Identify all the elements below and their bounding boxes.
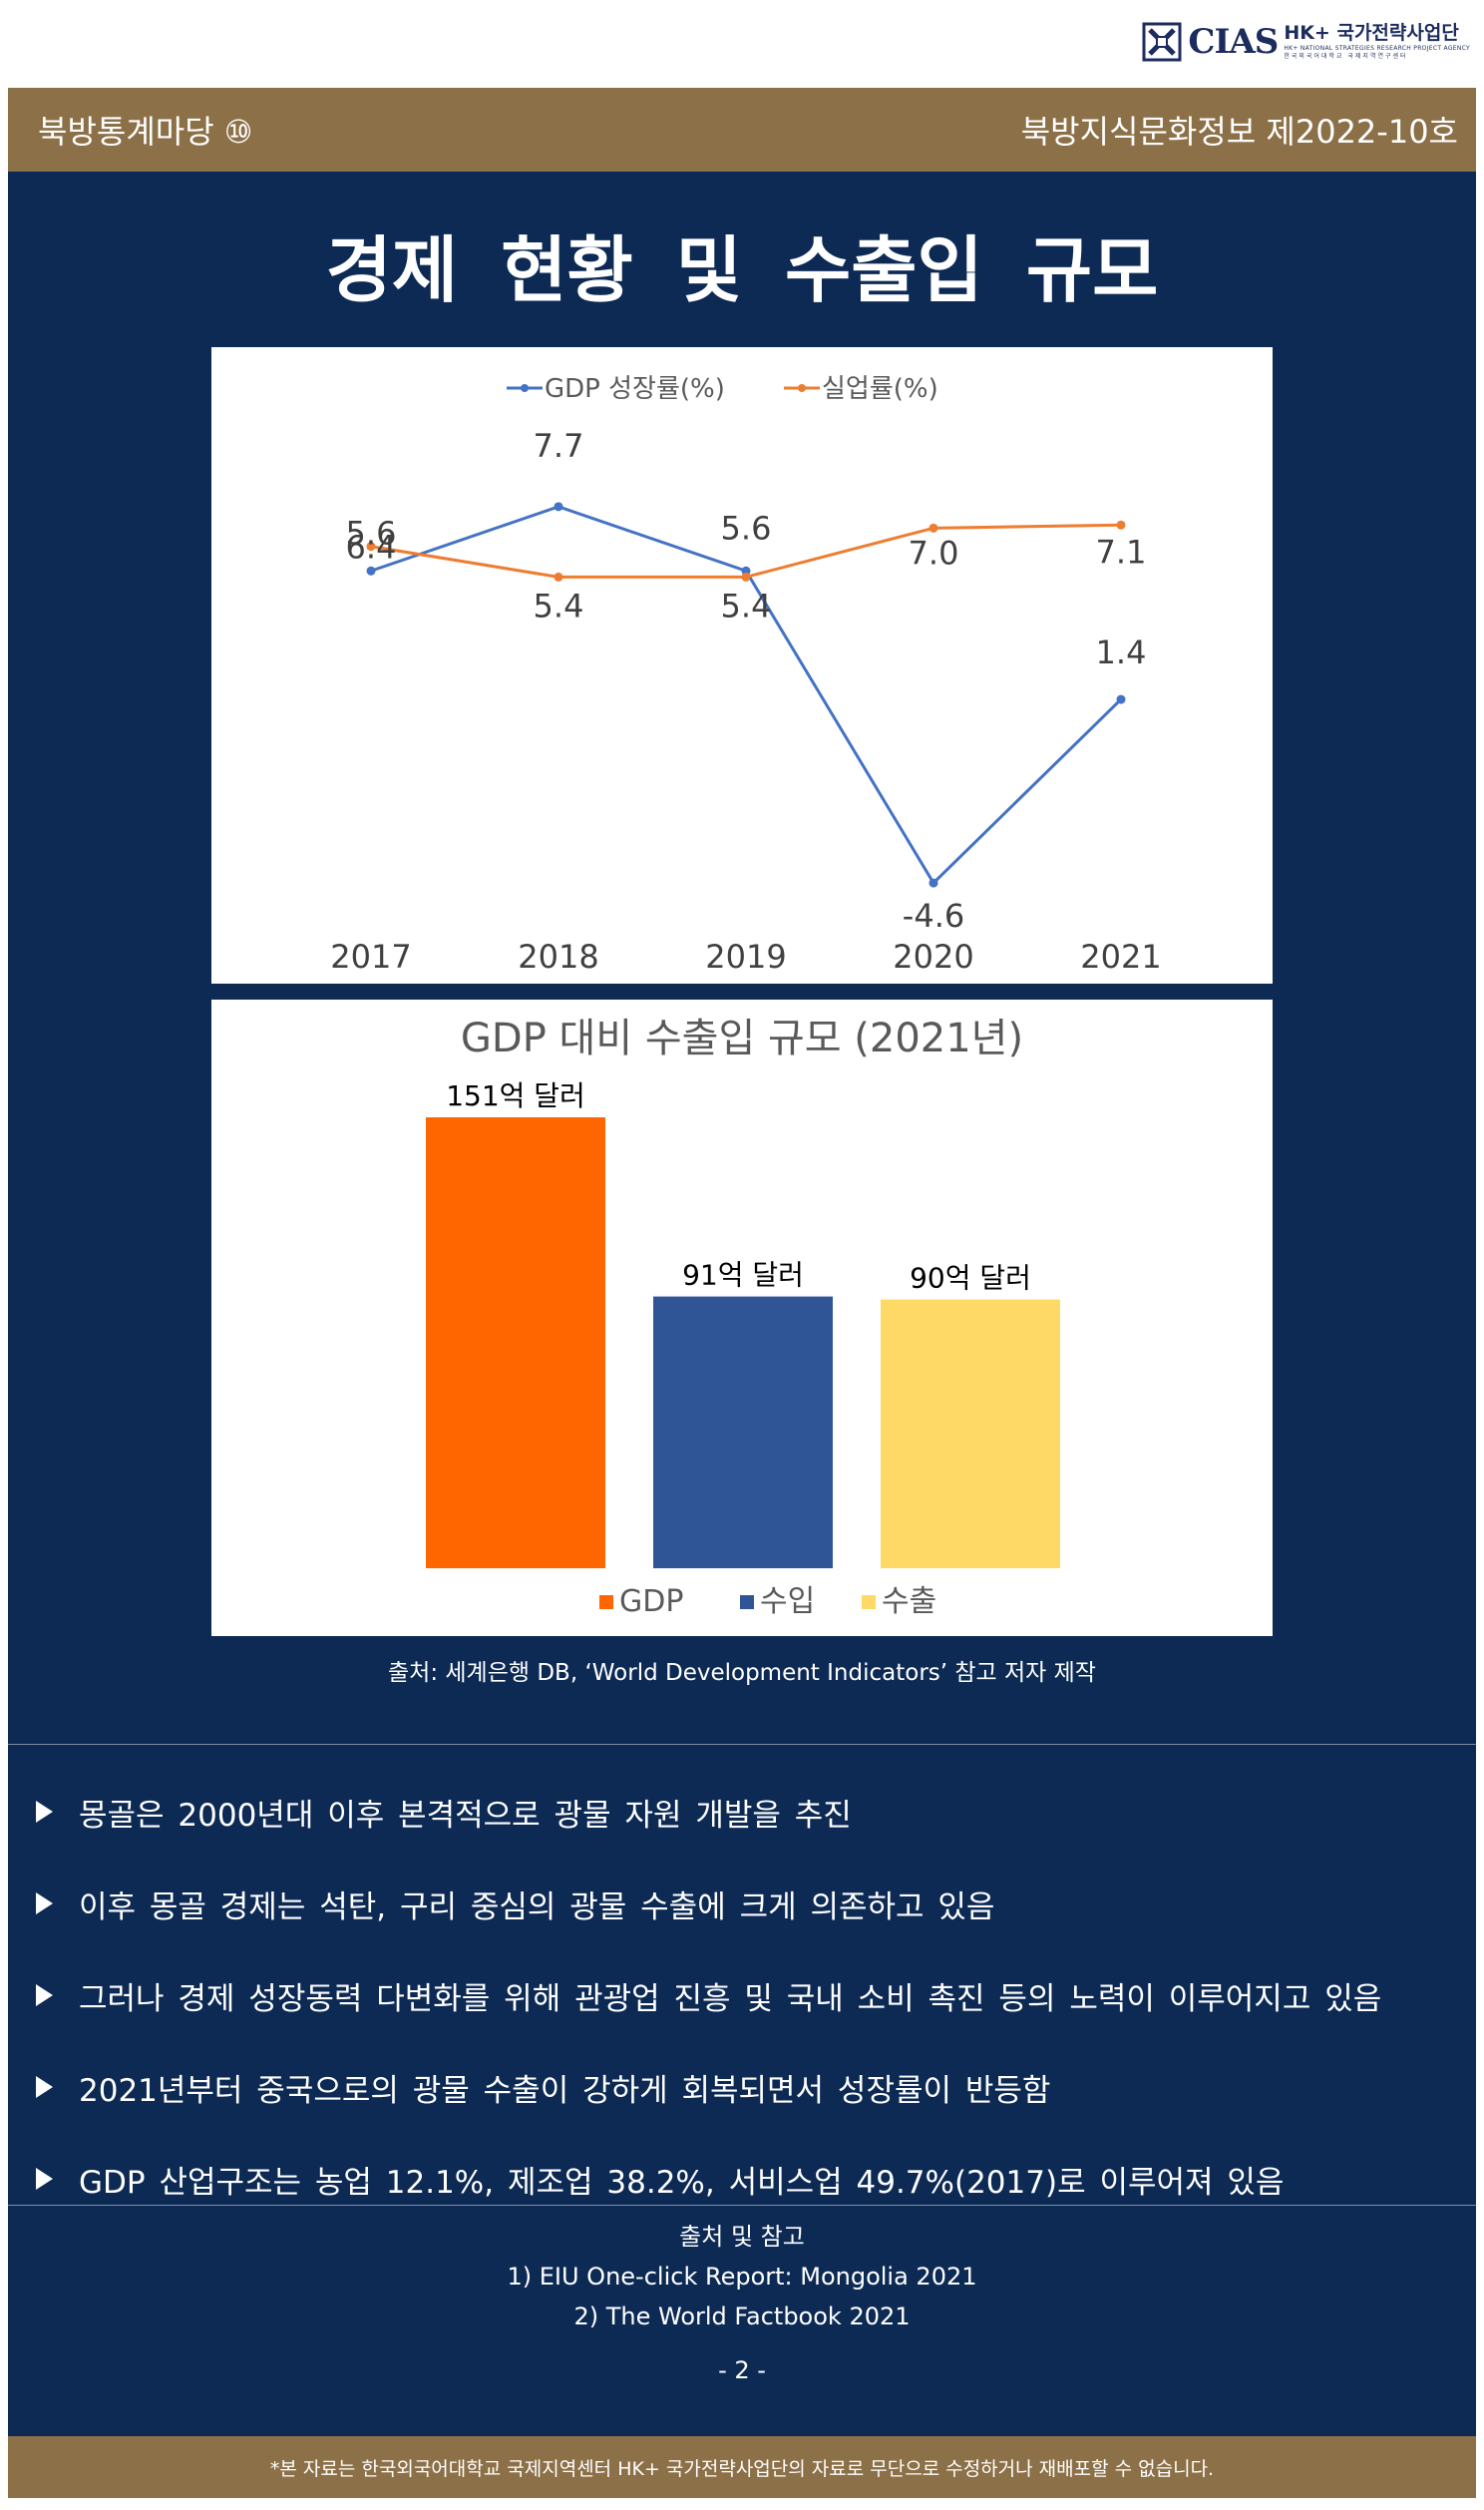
bullet-text: 몽골은 2000년대 이후 본격적으로 광물 자원 개발을 추진 — [79, 1797, 852, 1834]
legend-label-2: 수출 — [882, 1584, 936, 1619]
logo-name: CIAS — [1188, 22, 1279, 62]
bullet-text: 2021년부터 중국으로의 광물 수출이 강하게 회복되면서 성장률이 반등함 — [79, 2072, 1051, 2109]
series-line-0 — [370, 505, 1123, 886]
data-point-0 — [554, 502, 563, 512]
chart-title: GDP 대비 수출입 규모 (2021년) — [461, 1016, 1023, 1061]
bar-2 — [881, 1299, 1060, 1568]
bullet-text: 그러나 경제 성장동력 다변화를 위해 관광업 진흥 및 국내 소비 촉진 등의… — [79, 1980, 1382, 2017]
line-chart: GDP 성장률(%) 실업률(%) 2017 2018 2019 2020 2021 5.6 7… — [330, 374, 1161, 976]
x-tick-label: 2017 — [330, 938, 411, 976]
bar-0 — [426, 1117, 605, 1568]
data-label: 7.0 — [909, 534, 959, 572]
legend-marker-1 — [798, 384, 806, 392]
data-label: 5.6 — [721, 509, 772, 547]
cias-logo-icon — [1142, 22, 1182, 62]
legend-swatch-0 — [599, 1595, 613, 1609]
data-point-1 — [741, 572, 751, 582]
logo-hk-text: HK+ 국가전략사업단 — [1284, 22, 1459, 44]
bullet-item: 이후 몽골 경제는 석탄, 구리 중심의 광물 수출에 크게 의존하고 있음 — [36, 1858, 1466, 1949]
legend-marker-0 — [521, 384, 529, 392]
data-label: 1.4 — [1096, 633, 1147, 671]
legend-label-0: GDP — [619, 1584, 683, 1619]
bar-chart-panel: GDP 대비 수출입 규모 (2021년) 151억 달러 91억 달러 90억 달러… — [211, 1000, 1273, 1636]
bullet-item: 몽골은 2000년대 이후 본격적으로 광물 자원 개발을 추진 — [36, 1766, 1466, 1858]
legend-label-1: 실업률(%) — [822, 374, 938, 404]
data-label: 5.4 — [721, 587, 772, 625]
triangle-bullet-icon — [36, 1892, 53, 1914]
bullet-text: GDP 산업구조는 농업 12.1%, 제조업 38.2%, 서비스업 49.7… — [79, 2164, 1285, 2201]
triangle-bullet-icon — [36, 1984, 53, 2006]
references: 출처 및 참고 1) EIU One-click Report: Mongoli… — [8, 2217, 1476, 2336]
data-point-1 — [366, 542, 376, 552]
series-label: 북방통계마당 ⑩ — [38, 113, 253, 151]
logo-subtitle: HK+ NATIONAL STRATEGIES RESEARCH PROJECT… — [1284, 45, 1470, 52]
triangle-bullet-icon — [36, 2168, 53, 2190]
line-chart-panel: GDP 성장률(%) 실업률(%) 2017 2018 2019 2020 2021 5.6 7… — [211, 347, 1273, 984]
divider — [8, 2205, 1476, 2206]
bar-value-label: 151억 달러 — [446, 1079, 585, 1112]
data-label: -4.6 — [903, 897, 964, 935]
data-point-0 — [1116, 694, 1126, 704]
legend-swatch-1 — [740, 1595, 754, 1609]
data-point-0 — [366, 566, 376, 576]
cias-logo: CIAS HK+ 국가전략사업단 HK+ NATIONAL STRATEGIES… — [1142, 22, 1470, 62]
data-label: 5.4 — [534, 587, 584, 625]
top-banner: 북방통계마당 ⑩ 북방지식문화정보 제2022-10호 — [8, 88, 1476, 172]
x-tick-label: 2020 — [893, 938, 973, 976]
triangle-bullet-icon — [36, 2076, 53, 2098]
data-point-1 — [554, 572, 563, 582]
bar-chart: GDP 대비 수출입 규모 (2021년) 151억 달러 91억 달러 90억 달러… — [426, 1016, 1060, 1619]
data-label: 5.6 — [346, 514, 397, 552]
bullet-item: GDP 산업구조는 농업 12.1%, 제조업 38.2%, 서비스업 49.7… — [36, 2133, 1466, 2225]
logo-subtitle-korean: 한국외국어대학교 국제지역연구센터 — [1284, 53, 1408, 60]
issue-label: 북방지식문화정보 제2022-10호 — [1020, 113, 1458, 151]
data-point-1 — [928, 523, 938, 533]
data-label: 6.4 — [346, 529, 397, 567]
page-title: 경제 현황 및 수출입 규모 — [325, 228, 1159, 312]
reference-item: 1) EIU One-click Report: Mongolia 2021 — [507, 2263, 977, 2291]
references-heading: 출처 및 참고 — [679, 2223, 805, 2251]
footer-banner: *본 자료는 한국외국어대학교 국제지역센터 HK+ 국가전략사업단의 자료로 … — [8, 2436, 1476, 2498]
bar-value-label: 90억 달러 — [910, 1262, 1031, 1295]
x-tick-label: 2021 — [1080, 938, 1161, 976]
bullet-list: 몽골은 2000년대 이후 본격적으로 광물 자원 개발을 추진 이후 몽골 경… — [36, 1766, 1466, 2225]
legend-label-1: 수입 — [760, 1584, 815, 1619]
legend-label-0: GDP 성장률(%) — [545, 374, 725, 404]
page-number: - 2 - — [718, 2356, 766, 2384]
data-label: 7.7 — [534, 427, 584, 465]
bar-value-label: 91억 달러 — [682, 1259, 804, 1292]
triangle-bullet-icon — [36, 1801, 53, 1823]
data-label: 7.1 — [1096, 533, 1147, 571]
bullet-item: 2021년부터 중국으로의 광물 수출이 강하게 회복되면서 성장률이 반등함 — [36, 2041, 1466, 2133]
reference-item: 2) The World Factbook 2021 — [573, 2302, 911, 2330]
data-point-0 — [928, 878, 938, 888]
chart-source: 출처: 세계은행 DB, ‘World Development Indicato… — [388, 1660, 1096, 1686]
data-point-1 — [1116, 520, 1126, 530]
x-tick-label: 2019 — [705, 938, 786, 976]
footer-note: *본 자료는 한국외국어대학교 국제지역센터 HK+ 국가전략사업단의 자료로 … — [269, 2457, 1215, 2480]
x-tick-label: 2018 — [518, 938, 598, 976]
divider — [8, 1744, 1476, 1745]
bar-1 — [653, 1296, 833, 1568]
main-content: 경제 현황 및 수출입 규모 GDP 성장률(%) 실업률(%) 2017 2018 2… — [8, 172, 1476, 2436]
legend-swatch-2 — [862, 1595, 876, 1609]
bullet-item: 그러나 경제 성장동력 다변화를 위해 관광업 진흥 및 국내 소비 촉진 등의… — [36, 1949, 1466, 2041]
bullet-text: 이후 몽골 경제는 석탄, 구리 중심의 광물 수출에 크게 의존하고 있음 — [79, 1888, 995, 1925]
